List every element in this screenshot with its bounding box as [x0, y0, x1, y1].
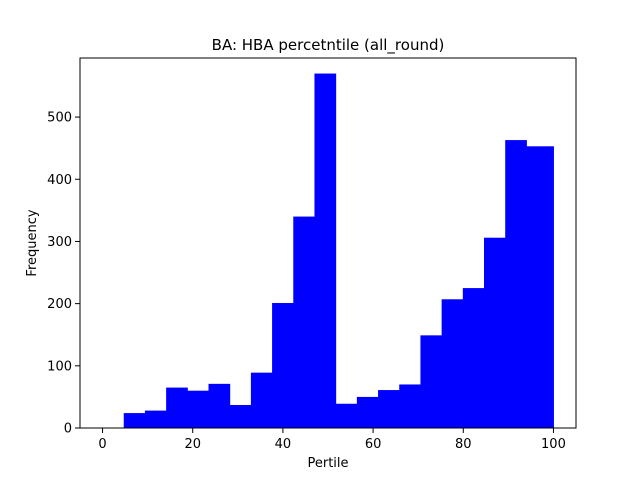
histogram-bar [187, 390, 210, 428]
x-tick-label: 20 [184, 437, 201, 452]
histogram-bar [335, 403, 358, 428]
x-tick-label: 40 [275, 437, 292, 452]
histogram-bar [229, 404, 252, 428]
histogram-bar [314, 73, 337, 429]
histogram-bar [208, 383, 231, 428]
histogram-bar [547, 146, 554, 428]
histogram-bar [526, 146, 549, 428]
x-tick-label: 100 [541, 437, 566, 452]
bars-group [123, 73, 554, 429]
histogram-bar [356, 396, 379, 428]
x-tick-label: 0 [98, 437, 106, 452]
histogram-bar [250, 372, 273, 428]
histogram-bar [441, 299, 464, 428]
y-tick-label: 100 [47, 359, 72, 374]
plot-frame [79, 57, 577, 429]
chart-title: BA: HBA percetntile (all_round) [212, 36, 445, 55]
histogram-bar [420, 335, 443, 428]
x-tick-label: 80 [455, 437, 472, 452]
histogram-bar [399, 384, 421, 428]
y-tick-label: 0 [64, 422, 72, 437]
histogram-bar [272, 303, 294, 428]
y-tick-label: 200 [47, 297, 72, 312]
y-tick-label: 400 [47, 173, 72, 188]
y-axis-label: Frequency [25, 209, 40, 276]
y-tick-label: 500 [47, 111, 72, 126]
histogram-bar [462, 288, 485, 428]
x-tick-label: 60 [365, 437, 382, 452]
histogram-bar [123, 413, 146, 428]
histogram-bar [144, 410, 167, 428]
histogram-bar [293, 216, 315, 428]
y-axis: 0 100 200 300 400 500 [47, 111, 80, 437]
histogram-bar [484, 237, 506, 428]
histogram-bar [166, 387, 188, 428]
x-axis: 0 20 40 60 80 100 [98, 428, 566, 452]
y-tick-label: 300 [47, 235, 72, 250]
histogram-bar [378, 390, 400, 428]
x-axis-label: Pertile [307, 456, 348, 471]
histogram-bar [505, 140, 527, 428]
